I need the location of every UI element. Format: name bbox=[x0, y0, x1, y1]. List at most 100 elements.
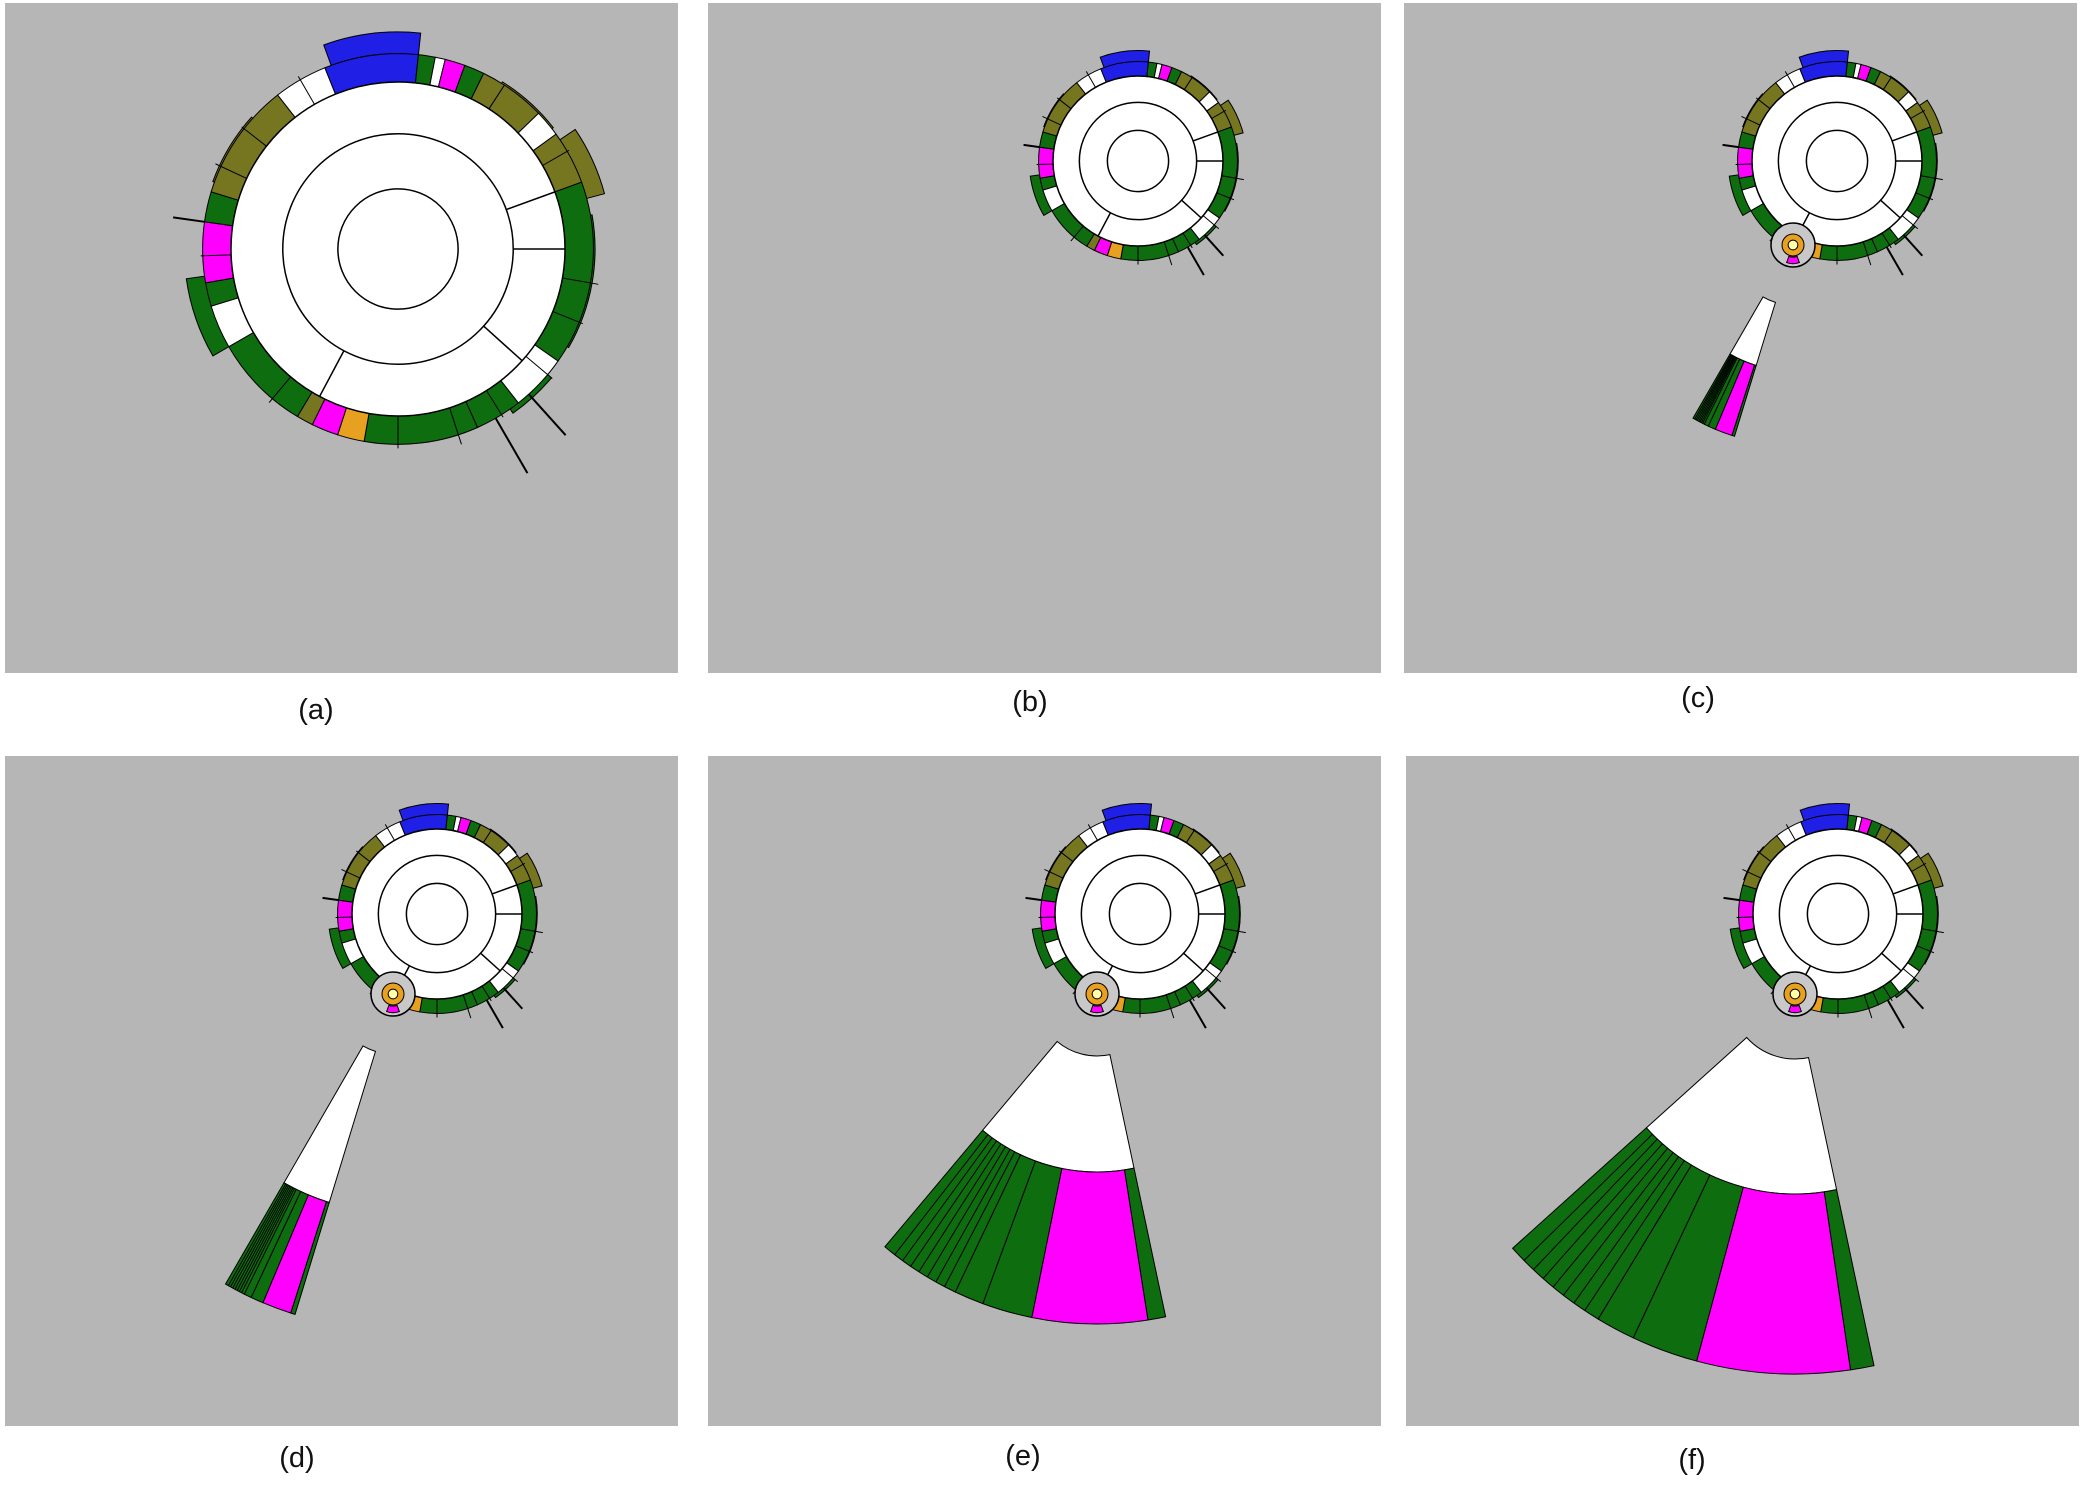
projecting-line bbox=[1885, 246, 1904, 276]
spoke bbox=[1194, 884, 1221, 895]
leaf-line bbox=[355, 850, 371, 863]
detail-line bbox=[238, 1187, 294, 1292]
projecting-line bbox=[1886, 999, 1905, 1029]
detail-line bbox=[1700, 356, 1736, 423]
caption-c: (c) bbox=[1681, 682, 1715, 714]
leaf-line bbox=[1882, 985, 1893, 1002]
detail-line bbox=[236, 1186, 292, 1291]
leaf-line bbox=[1736, 916, 1754, 919]
panel-d bbox=[5, 756, 678, 1426]
leaf-line bbox=[1163, 241, 1173, 266]
ring-segment bbox=[1737, 146, 1754, 179]
focus-core bbox=[1787, 239, 1799, 251]
leaf-line bbox=[1165, 994, 1175, 1019]
caption-d: (d) bbox=[279, 1442, 315, 1474]
leaf-line bbox=[1221, 175, 1244, 181]
panel-e bbox=[708, 756, 1381, 1426]
sunburst-diagram-a bbox=[172, 31, 606, 474]
caption-e: (e) bbox=[1005, 1440, 1041, 1472]
sunburst-diagram-c bbox=[1692, 50, 1943, 437]
detail-line bbox=[1552, 1147, 1669, 1288]
detail-line bbox=[1698, 355, 1734, 422]
detail-leaf bbox=[884, 1129, 1022, 1293]
center-node bbox=[405, 882, 469, 946]
ring-segment bbox=[1738, 899, 1755, 932]
center-node bbox=[1108, 882, 1172, 946]
panel-c bbox=[1404, 3, 2077, 673]
panel-f bbox=[1406, 756, 2079, 1426]
leaf-line bbox=[449, 407, 462, 445]
spoke bbox=[318, 350, 345, 397]
leaf-line bbox=[1211, 109, 1227, 119]
spoke bbox=[1097, 212, 1112, 237]
caption-a: (a) bbox=[298, 694, 334, 726]
leaf-line bbox=[1087, 824, 1098, 841]
focus-segment bbox=[1089, 1004, 1105, 1014]
leaf-line bbox=[1785, 824, 1796, 841]
detail-line bbox=[1573, 1156, 1680, 1304]
detail-line bbox=[1542, 1143, 1663, 1279]
leaf-line bbox=[1741, 115, 1761, 126]
detail-line bbox=[1699, 356, 1735, 423]
spoke bbox=[483, 325, 523, 362]
leaf-line bbox=[1218, 945, 1237, 954]
projecting-line bbox=[1203, 234, 1225, 257]
center-node bbox=[337, 188, 459, 310]
leaf-line bbox=[1735, 163, 1753, 166]
detail-leaf bbox=[1511, 1127, 1693, 1320]
leaf-line bbox=[215, 163, 247, 179]
center-node bbox=[1805, 129, 1869, 193]
detail-line bbox=[1584, 1160, 1685, 1311]
projecting-line bbox=[1025, 896, 1042, 902]
leaf-line bbox=[1920, 175, 1943, 181]
spoke bbox=[1183, 952, 1204, 972]
detail-line bbox=[926, 1146, 1006, 1278]
ring-segment bbox=[1040, 899, 1057, 932]
leaf-line bbox=[481, 985, 492, 1002]
ring-segment bbox=[337, 899, 354, 932]
center-node bbox=[1106, 129, 1170, 193]
sunburst-diagram-e bbox=[884, 803, 1246, 1325]
detail-node bbox=[1729, 296, 1777, 367]
center-node bbox=[1806, 882, 1870, 946]
leaf-line bbox=[1755, 97, 1771, 110]
leaf-line bbox=[1916, 945, 1935, 954]
ring-segment bbox=[1038, 146, 1055, 179]
focus-segment bbox=[1785, 255, 1801, 265]
leaf-line bbox=[1921, 928, 1944, 934]
leaf-line bbox=[341, 868, 361, 879]
leaf-line bbox=[1901, 215, 1919, 230]
sunburst-diagram-f bbox=[1511, 803, 1944, 1375]
leaf-line bbox=[1862, 241, 1872, 266]
projecting-line bbox=[1903, 987, 1925, 1010]
spoke bbox=[480, 952, 501, 972]
detail-line bbox=[234, 1185, 291, 1290]
leaf-line bbox=[542, 149, 570, 166]
detail-line bbox=[935, 1149, 1011, 1283]
sunburst-diagram-d bbox=[224, 803, 543, 1315]
leaf-line bbox=[241, 126, 267, 147]
leaf-line bbox=[1784, 71, 1795, 88]
leaf-line bbox=[1202, 215, 1220, 230]
spoke bbox=[1881, 952, 1902, 972]
leaf-line bbox=[1902, 968, 1920, 983]
leaf-line bbox=[1056, 97, 1072, 110]
detail-line bbox=[944, 1151, 1016, 1287]
detail-line bbox=[894, 1134, 989, 1256]
leaf-line bbox=[515, 945, 534, 954]
caption-f: (f) bbox=[1678, 1444, 1706, 1476]
leaf-line bbox=[1881, 232, 1892, 249]
leaf-line bbox=[1742, 868, 1762, 879]
panel-a bbox=[5, 3, 678, 673]
caption-b: (b) bbox=[1012, 686, 1048, 718]
leaf-line bbox=[1182, 232, 1193, 249]
leaf-line bbox=[1085, 71, 1096, 88]
detail-line bbox=[241, 1188, 295, 1294]
leaf-line bbox=[562, 277, 599, 285]
detail-line bbox=[1523, 1133, 1653, 1261]
detail-line bbox=[1694, 354, 1732, 420]
detail-line bbox=[1702, 357, 1737, 424]
panel-b bbox=[708, 3, 1381, 673]
detail-line bbox=[918, 1143, 1002, 1273]
projecting-line bbox=[1023, 143, 1040, 149]
